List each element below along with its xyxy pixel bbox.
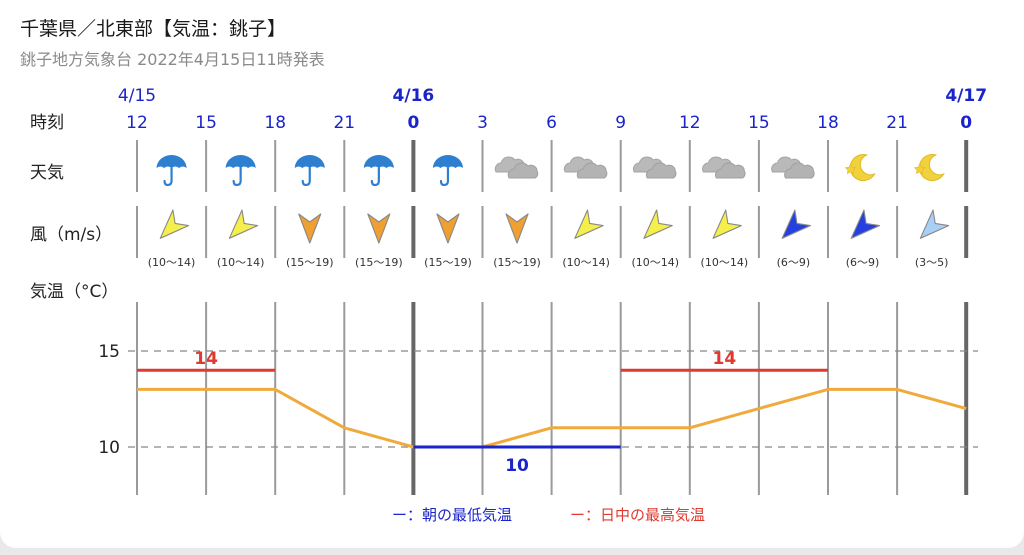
cloud-icon	[563, 156, 608, 179]
max-temp-label: 14	[713, 349, 737, 369]
wind-arrow-icon	[850, 209, 881, 239]
wind-speed-label: (15〜19)	[355, 256, 403, 269]
legend-max-temp: ー：日中の最高気温	[570, 506, 705, 524]
umbrella-icon	[294, 155, 325, 187]
wind-speed-label: (3〜5)	[915, 256, 949, 269]
wind-speed-label: (6〜9)	[777, 256, 811, 269]
hour-label: 9	[615, 113, 626, 133]
time-row-label: 時刻	[30, 113, 64, 133]
date-label: 4/15	[118, 86, 156, 106]
wind-speed-label: (15〜19)	[286, 256, 334, 269]
page-title: 千葉県／北東部【気温：銚子】	[20, 18, 287, 40]
cloud-icon	[771, 156, 815, 179]
bottom-strip	[0, 548, 1024, 555]
wind-arrow-icon	[643, 209, 673, 239]
weather-row-label: 天気	[30, 163, 64, 183]
wind-arrow-icon	[228, 209, 259, 239]
wind-arrow-icon	[159, 209, 190, 239]
cloud-icon	[494, 156, 539, 179]
wind-speed-label: (6〜9)	[846, 256, 880, 269]
date-label: 4/16	[393, 86, 435, 106]
wind-speed-label: (15〜19)	[424, 256, 472, 269]
hour-label: 15	[195, 113, 217, 133]
umbrella-icon	[225, 155, 256, 187]
umbrella-icon	[156, 155, 187, 187]
wind-arrow-icon	[712, 209, 742, 239]
wind-arrow-icon	[919, 209, 950, 239]
y-tick-label: 10	[98, 438, 120, 458]
wind-arrow-icon	[574, 209, 604, 239]
hour-label: 21	[886, 113, 908, 133]
max-temp-label: 14	[194, 349, 218, 369]
min-temp-label: 10	[505, 456, 529, 476]
wind-speed-label: (10〜14)	[148, 256, 196, 269]
temp-row-label: 気温（°C）	[30, 282, 118, 302]
wind-arrow-icon	[367, 213, 391, 244]
hour-label: 3	[477, 113, 488, 133]
hour-label: 0	[960, 113, 972, 133]
date-label: 4/17	[945, 86, 987, 106]
umbrella-icon	[363, 155, 394, 187]
hour-label: 12	[679, 113, 701, 133]
moon-icon	[913, 154, 945, 182]
hour-label: 0	[407, 113, 419, 133]
hour-label: 18	[817, 113, 839, 133]
umbrella-icon	[432, 155, 463, 187]
wind-speed-label: (15〜19)	[493, 256, 541, 269]
hour-label: 15	[748, 113, 770, 133]
hour-label: 6	[546, 113, 557, 133]
y-tick-label: 15	[98, 342, 120, 362]
wind-arrow-icon	[781, 209, 811, 239]
cloud-icon	[632, 156, 677, 179]
wind-arrow-icon	[436, 213, 460, 244]
hour-label: 12	[126, 113, 148, 133]
legend-min-temp: ー：朝の最低気温	[392, 506, 512, 524]
wind-arrow-icon	[505, 213, 529, 244]
wind-speed-label: (10〜14)	[701, 256, 749, 269]
issued-subtitle: 銚子地方気象台 2022年4月15日11時発表	[20, 50, 325, 69]
moon-icon	[844, 154, 876, 182]
wind-row-label: 風（m/s）	[30, 225, 112, 245]
hour-label: 21	[333, 113, 355, 133]
wind-speed-label: (10〜14)	[217, 256, 265, 269]
hour-label: 18	[264, 113, 286, 133]
cloud-icon	[702, 156, 746, 179]
wind-speed-label: (10〜14)	[631, 256, 679, 269]
wind-arrow-icon	[298, 213, 322, 244]
wind-speed-label: (10〜14)	[562, 256, 610, 269]
